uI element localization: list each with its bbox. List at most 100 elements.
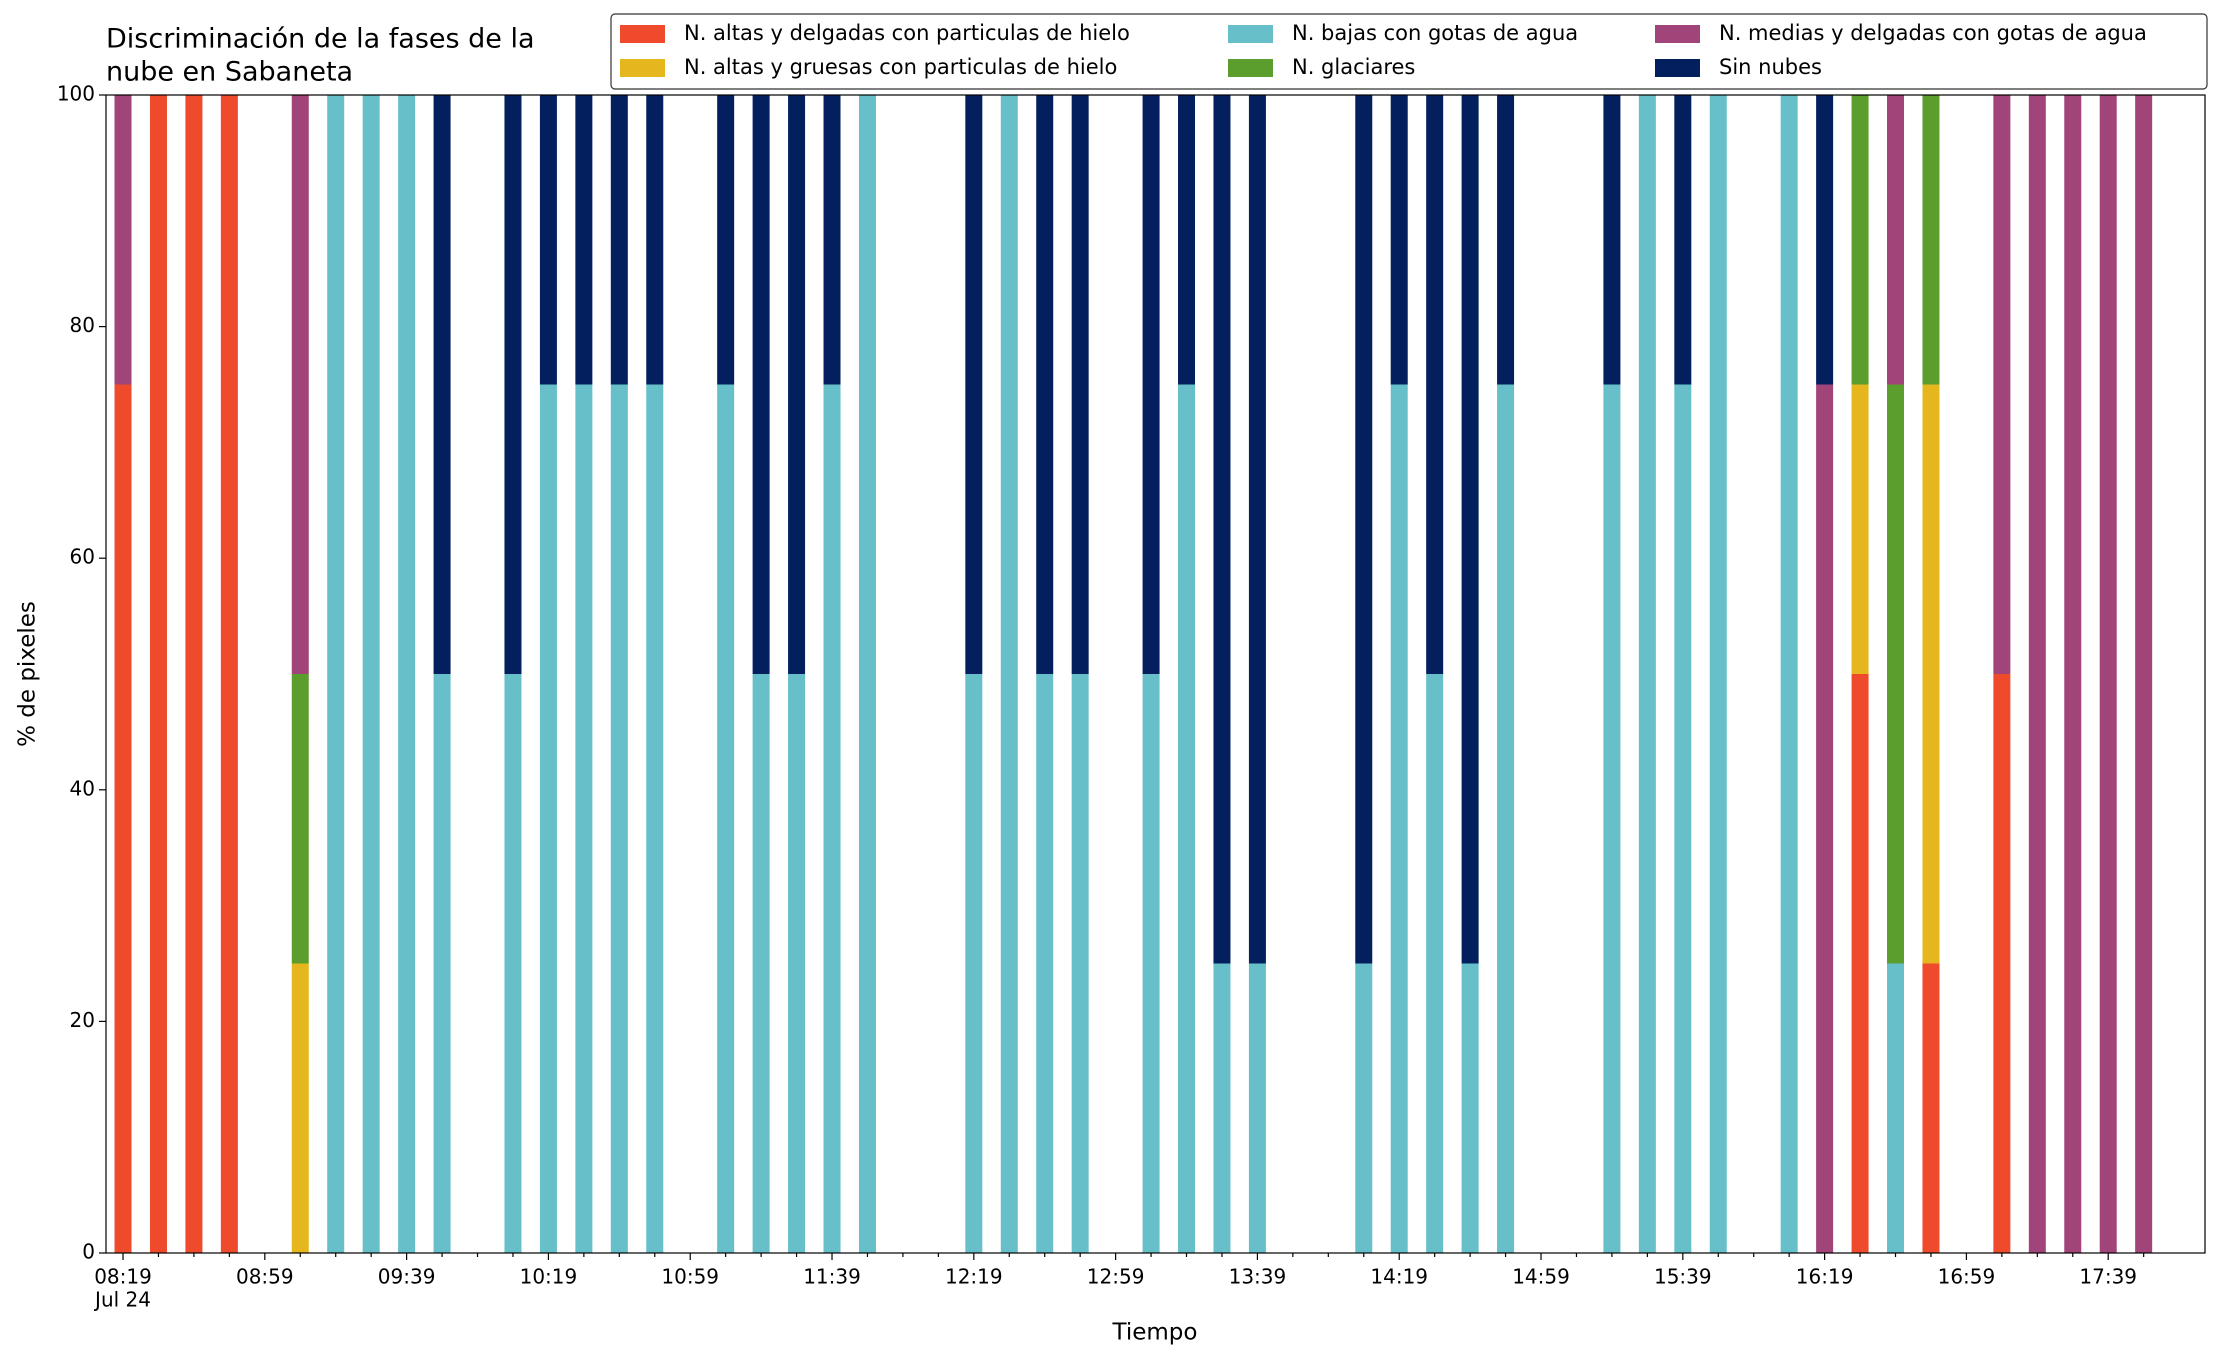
x-tick-label: 15:39 xyxy=(1654,1265,1712,1289)
x-tick-label: 09:39 xyxy=(378,1265,436,1289)
bar-segment xyxy=(433,95,451,674)
bar-segment xyxy=(1213,963,1231,1253)
bar-segment xyxy=(717,384,735,1253)
chart-title: Discriminación de la fases de la xyxy=(106,24,535,55)
bar-segment xyxy=(1674,95,1692,385)
bar-segment xyxy=(1816,95,1834,385)
bar-segment xyxy=(1178,384,1196,1253)
x-tick-label: 14:59 xyxy=(1512,1265,1570,1289)
bar-segment xyxy=(575,95,593,385)
x-tick-label: 12:59 xyxy=(1087,1265,1145,1289)
bar-segment xyxy=(1887,963,1905,1253)
y-tick-label: 60 xyxy=(70,545,95,569)
bar-segment xyxy=(575,384,593,1253)
x-tick-label: 16:59 xyxy=(1938,1265,1996,1289)
legend-box xyxy=(610,13,2208,90)
bar-segment xyxy=(1922,963,1940,1253)
y-tick-label: 80 xyxy=(70,313,95,337)
bar-segment xyxy=(1709,95,1727,1253)
bar-segment xyxy=(1461,963,1479,1253)
bar-segment xyxy=(539,384,557,1253)
chart-title: nube en Sabaneta xyxy=(106,57,353,88)
bar-segment xyxy=(823,384,841,1253)
bar-segment xyxy=(2064,95,2082,1253)
bar-segment xyxy=(1851,384,1869,674)
bar-segment xyxy=(1674,384,1692,1253)
legend-swatch xyxy=(1228,25,1273,43)
x-tick-label: 08:19 xyxy=(94,1265,152,1289)
bar-segment xyxy=(504,674,522,1253)
legend-swatch xyxy=(1655,59,1700,77)
bar-segment xyxy=(291,674,309,964)
bar-segment xyxy=(1390,95,1408,385)
bar-segment xyxy=(114,95,132,385)
x-tick-label: 14:19 xyxy=(1370,1265,1428,1289)
bar-segment xyxy=(646,95,664,385)
x-tick-label: 12:19 xyxy=(945,1265,1003,1289)
bar-segment xyxy=(1071,95,1089,674)
bar-segment xyxy=(291,963,309,1253)
y-tick-label: 20 xyxy=(70,1008,95,1032)
bar-segment xyxy=(1851,95,1869,385)
bar-segment xyxy=(1922,384,1940,964)
bar-segment xyxy=(788,95,806,674)
x-axis-label: Tiempo xyxy=(1112,1320,1198,1346)
bar-segment xyxy=(965,95,983,674)
bar-segment xyxy=(752,95,770,674)
bar-segment xyxy=(1603,384,1621,1253)
x-tick-label: 17:39 xyxy=(2079,1265,2137,1289)
bar-segment xyxy=(1993,674,2011,1253)
bar-segment xyxy=(646,384,664,1253)
bar-segment xyxy=(398,95,416,1253)
bar-segment xyxy=(1000,95,1018,1253)
legend-label: N. medias y delgadas con gotas de agua xyxy=(1719,21,2147,45)
legend-label: N. glaciares xyxy=(1292,55,1415,79)
bar-segment xyxy=(2028,95,2046,1253)
bar-segment xyxy=(1887,384,1905,964)
bar-segment xyxy=(610,384,628,1253)
bar-segment xyxy=(291,95,309,674)
bar-segment xyxy=(539,95,557,385)
bar-segment xyxy=(1142,674,1160,1253)
bar-segment xyxy=(149,95,167,1253)
x-tick-label: 13:39 xyxy=(1229,1265,1287,1289)
bar-segment xyxy=(1426,674,1444,1253)
bar-segment xyxy=(1036,95,1054,674)
bar-segment xyxy=(1142,95,1160,674)
legend-label: N. altas y gruesas con particulas de hie… xyxy=(684,55,1117,79)
bar-segment xyxy=(1036,674,1054,1253)
bar-segment xyxy=(1780,95,1798,1253)
bar-segment xyxy=(1851,674,1869,1253)
bar-segment xyxy=(1355,963,1373,1253)
bar-segment xyxy=(114,384,132,1253)
bar-segment xyxy=(788,674,806,1253)
x-tick-label: 10:59 xyxy=(661,1265,719,1289)
bar-segment xyxy=(752,674,770,1253)
bar-segment xyxy=(504,95,522,674)
bar-segment xyxy=(327,95,345,1253)
legend-swatch xyxy=(1228,59,1273,77)
bar-segment xyxy=(1426,95,1444,674)
y-tick-label: 100 xyxy=(57,82,95,106)
legend-swatch xyxy=(620,59,665,77)
legend-swatch xyxy=(1655,25,1700,43)
bar-segment xyxy=(1638,95,1656,1253)
bar-segment xyxy=(2135,95,2153,1253)
bar-segment xyxy=(717,95,735,385)
axes-frame xyxy=(105,94,2206,1254)
bar-segment xyxy=(1922,95,1940,385)
bar-segment xyxy=(1248,963,1266,1253)
legend: N. altas y delgadas con particulas de hi… xyxy=(610,13,2208,90)
bar-segment xyxy=(2099,95,2117,1253)
bar-segment xyxy=(1390,384,1408,1253)
bar-segment xyxy=(1461,95,1479,964)
x-tick-label: 16:19 xyxy=(1796,1265,1854,1289)
bar-segment xyxy=(1213,95,1231,964)
bar-segment xyxy=(185,95,203,1253)
x-date-label: Jul 24 xyxy=(93,1288,151,1312)
bar-segment xyxy=(1816,384,1834,1253)
x-tick-label: 08:59 xyxy=(236,1265,294,1289)
x-tick-label: 10:19 xyxy=(520,1265,578,1289)
legend-label: N. altas y delgadas con particulas de hi… xyxy=(684,21,1130,45)
